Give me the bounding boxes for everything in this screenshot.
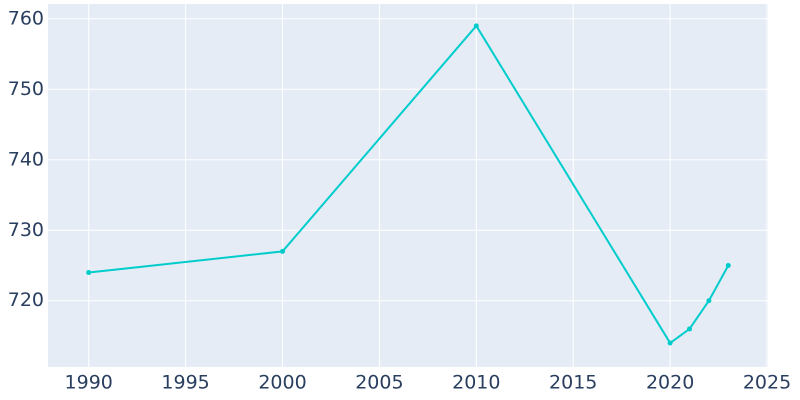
point <box>667 340 673 346</box>
plot-area <box>48 4 768 367</box>
x-tick-label: 1990 <box>65 372 113 394</box>
x-tick-label: 2025 <box>743 372 791 394</box>
point <box>687 326 693 332</box>
point <box>706 298 712 304</box>
y-tick-label: 760 <box>8 7 44 29</box>
x-tick-label: 2000 <box>258 372 306 394</box>
x-tick-label: 2005 <box>355 372 403 394</box>
x-tick-label: 1995 <box>161 372 209 394</box>
y-tick-label: 750 <box>8 78 44 100</box>
point <box>280 248 286 254</box>
y-tick-label: 740 <box>8 148 44 170</box>
x-tick-label: 2015 <box>549 372 597 394</box>
y-tick-label: 730 <box>8 219 44 241</box>
point <box>725 263 731 269</box>
point <box>473 23 479 29</box>
point <box>86 270 92 276</box>
x-tick-label: 2010 <box>452 372 500 394</box>
x-tick-label: 2020 <box>646 372 694 394</box>
y-tick-label: 720 <box>8 289 44 311</box>
